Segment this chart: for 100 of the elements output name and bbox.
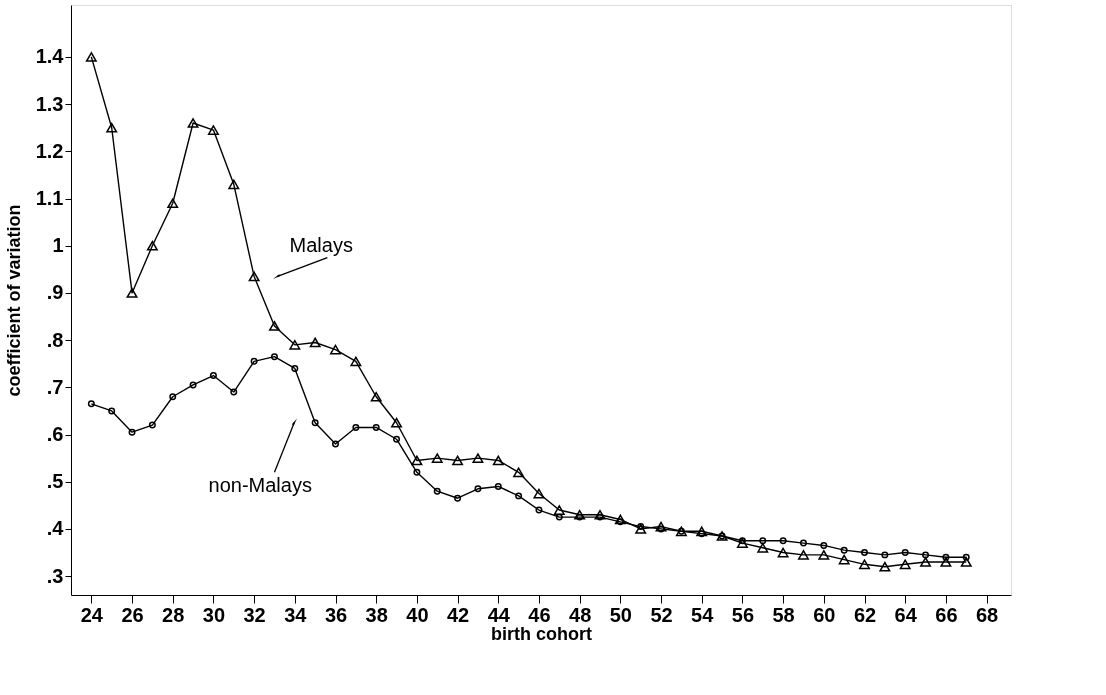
point bbox=[250, 357, 258, 365]
point bbox=[696, 526, 708, 537]
point bbox=[492, 455, 504, 466]
point bbox=[899, 559, 911, 570]
x-tick-label: 44 bbox=[487, 603, 511, 626]
point bbox=[942, 553, 950, 561]
point bbox=[289, 339, 301, 350]
point bbox=[820, 541, 828, 549]
point bbox=[533, 488, 545, 499]
y-tick-label: 1.1 bbox=[35, 187, 64, 210]
point bbox=[332, 440, 339, 448]
x-tick-label: 46 bbox=[528, 603, 551, 626]
point bbox=[757, 542, 769, 553]
y-tick-label: 1.4 bbox=[35, 45, 65, 68]
point bbox=[881, 551, 889, 559]
x-tick-label: 24 bbox=[80, 603, 104, 626]
point bbox=[594, 509, 606, 520]
point bbox=[268, 321, 280, 331]
point bbox=[657, 525, 665, 533]
point bbox=[655, 521, 667, 532]
point bbox=[372, 423, 380, 431]
point bbox=[207, 125, 219, 135]
point bbox=[779, 537, 787, 545]
point bbox=[553, 505, 565, 515]
x-tick-label: 32 bbox=[243, 603, 266, 626]
x-tick-label: 28 bbox=[162, 603, 185, 626]
x-tick-label: 54 bbox=[691, 603, 715, 626]
point bbox=[370, 391, 382, 402]
point bbox=[759, 537, 767, 545]
point bbox=[108, 407, 116, 415]
point bbox=[596, 513, 604, 521]
point bbox=[960, 557, 972, 567]
point bbox=[128, 428, 136, 436]
point bbox=[391, 417, 403, 428]
point bbox=[291, 364, 299, 372]
point bbox=[513, 467, 525, 478]
point bbox=[777, 547, 789, 558]
point bbox=[352, 423, 360, 431]
x-tick-label: 40 bbox=[406, 603, 429, 626]
point bbox=[270, 353, 278, 361]
point bbox=[187, 118, 199, 128]
point bbox=[330, 344, 341, 355]
point bbox=[452, 455, 464, 466]
point bbox=[228, 179, 240, 190]
point bbox=[311, 419, 319, 427]
y-axis-title: coefficient of variation bbox=[3, 204, 24, 397]
point bbox=[879, 561, 891, 572]
point bbox=[106, 122, 118, 133]
point bbox=[515, 492, 523, 500]
y-tick-label: 1.2 bbox=[35, 139, 64, 162]
point bbox=[413, 468, 421, 476]
y-tick-label: .5 bbox=[46, 470, 64, 493]
y-tick-label: .6 bbox=[46, 423, 64, 446]
x-tick-label: 66 bbox=[935, 603, 958, 626]
point bbox=[574, 509, 586, 520]
point bbox=[411, 455, 423, 466]
point bbox=[248, 271, 260, 282]
x-tick-label: 56 bbox=[731, 603, 755, 626]
point bbox=[799, 539, 807, 547]
x-tick-label: 68 bbox=[975, 603, 999, 626]
point bbox=[838, 554, 850, 565]
x-tick-label: 50 bbox=[609, 603, 632, 626]
annotation: non-Malays bbox=[208, 474, 312, 497]
x-tick-label: 38 bbox=[365, 603, 388, 626]
point bbox=[920, 557, 932, 567]
y-tick-label: .9 bbox=[46, 281, 64, 304]
y-tick-label: .7 bbox=[46, 375, 64, 398]
y-tick-label: .4 bbox=[46, 517, 65, 540]
point bbox=[169, 393, 177, 401]
y-tick-label: 1.3 bbox=[35, 92, 64, 115]
point bbox=[922, 551, 930, 559]
point bbox=[901, 549, 909, 556]
point bbox=[230, 388, 238, 396]
x-tick-label: 48 bbox=[569, 603, 592, 626]
point bbox=[148, 421, 156, 429]
point bbox=[861, 549, 868, 556]
point bbox=[818, 550, 830, 560]
point bbox=[474, 485, 482, 493]
point bbox=[494, 482, 502, 490]
y-tick-label: 1 bbox=[52, 234, 64, 257]
point bbox=[85, 52, 97, 62]
point bbox=[635, 524, 647, 534]
point bbox=[797, 550, 809, 560]
x-tick-label: 52 bbox=[650, 603, 673, 626]
x-tick-label: 42 bbox=[446, 603, 470, 626]
x-tick-label: 58 bbox=[772, 603, 795, 626]
point bbox=[167, 198, 179, 209]
point bbox=[472, 453, 484, 463]
point bbox=[454, 494, 462, 502]
point bbox=[555, 513, 563, 521]
x-tick-label: 30 bbox=[202, 603, 226, 626]
point bbox=[209, 372, 217, 379]
x-axis-title: birth cohort bbox=[491, 623, 592, 644]
x-tick-label: 26 bbox=[121, 603, 144, 626]
point bbox=[393, 435, 401, 443]
y-tick-label: .3 bbox=[46, 564, 64, 587]
annotation: Malays bbox=[289, 233, 353, 256]
point bbox=[309, 337, 321, 348]
x-tick-label: 34 bbox=[284, 603, 308, 626]
point bbox=[614, 514, 626, 525]
